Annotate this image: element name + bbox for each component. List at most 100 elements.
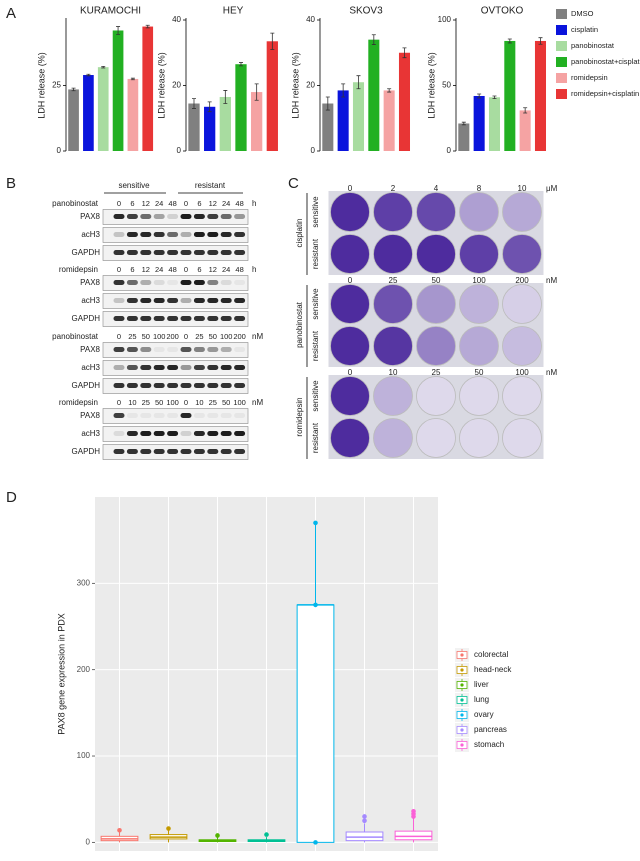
bar (337, 90, 349, 151)
y-axis-title: LDH release (%) (290, 52, 300, 119)
band (113, 250, 125, 255)
error-bar (477, 93, 482, 99)
band (140, 280, 152, 285)
y-axis-title: LDH release (%) (426, 52, 436, 119)
band (207, 347, 219, 352)
plate (416, 234, 456, 274)
bar (504, 40, 516, 151)
band (234, 449, 246, 454)
band (193, 316, 205, 321)
dose-label: 25 (209, 398, 217, 407)
band (207, 214, 219, 219)
outlier (313, 520, 318, 526)
band (193, 280, 205, 285)
dose-label: 100 (153, 332, 166, 341)
outlier (264, 832, 269, 837)
outlier (166, 826, 171, 831)
band (167, 449, 179, 454)
band (126, 250, 138, 255)
band (140, 413, 152, 418)
band (220, 365, 232, 370)
y-tick-label: 0 (447, 146, 452, 155)
dose-label: 100 (472, 276, 486, 285)
legend-key-dot (460, 668, 464, 672)
band (113, 383, 125, 388)
band (113, 449, 125, 454)
bar (266, 41, 278, 151)
dose-label: 10 (389, 368, 398, 377)
band (113, 280, 125, 285)
band (167, 316, 179, 321)
band (234, 413, 246, 418)
plate (330, 326, 370, 366)
band (180, 250, 192, 255)
outlier (215, 833, 220, 838)
band (140, 232, 152, 237)
plate (459, 284, 499, 324)
plate (416, 284, 456, 324)
dose-label: 12 (209, 199, 217, 208)
error-bar (254, 83, 259, 101)
dose-label: 200 (515, 276, 529, 285)
y-tick-label: 40 (172, 15, 181, 24)
plate (416, 192, 456, 232)
legend-key-dot (460, 698, 464, 702)
row-label: PAX8 (80, 278, 100, 287)
error-bar (325, 96, 330, 111)
error-bar (402, 47, 407, 59)
plate (373, 376, 413, 416)
error-bar (86, 73, 91, 77)
chart-title: SKOV3 (349, 6, 383, 17)
dose-label: 24 (155, 265, 163, 274)
band (207, 449, 219, 454)
row-label: acH3 (81, 429, 100, 438)
band (167, 431, 179, 436)
blot-strip (102, 408, 249, 424)
band (153, 232, 165, 237)
error-bar (191, 98, 196, 109)
y-tick-label: 300 (77, 578, 91, 587)
bar (188, 103, 200, 151)
legend-label: romidepsin (571, 73, 608, 82)
band (207, 250, 219, 255)
legend-label: liver (474, 680, 489, 689)
band (153, 298, 165, 303)
band (193, 413, 205, 418)
bar (83, 75, 94, 151)
error-bar (101, 65, 106, 69)
outlier (362, 814, 367, 819)
dose-label: 50 (222, 398, 230, 407)
band (167, 413, 179, 418)
dose-label: 10 (195, 398, 203, 407)
plate (502, 284, 542, 324)
band (207, 365, 219, 370)
y-axis-title: LDH release (%) (36, 52, 46, 119)
band (113, 316, 125, 321)
y-tick-label: 25 (52, 81, 61, 90)
dose-label: 6 (130, 199, 134, 208)
bar (383, 90, 395, 151)
bar (473, 95, 485, 151)
plate (502, 234, 542, 274)
band (220, 280, 232, 285)
plate (502, 376, 542, 416)
unit-label: nM (252, 332, 263, 341)
error-bar (507, 38, 512, 44)
band (180, 431, 192, 436)
band (167, 214, 179, 219)
band (180, 298, 192, 303)
band (180, 413, 192, 418)
error-bar (116, 26, 121, 35)
band (153, 347, 165, 352)
y-tick-label: 100 (77, 751, 91, 760)
band (220, 431, 232, 436)
bar (68, 89, 79, 151)
row-label: acH3 (81, 230, 100, 239)
band (234, 298, 246, 303)
error-bar (492, 95, 497, 99)
legend-label: lung (474, 695, 489, 704)
plate (416, 376, 456, 416)
band (153, 214, 165, 219)
band (180, 280, 192, 285)
